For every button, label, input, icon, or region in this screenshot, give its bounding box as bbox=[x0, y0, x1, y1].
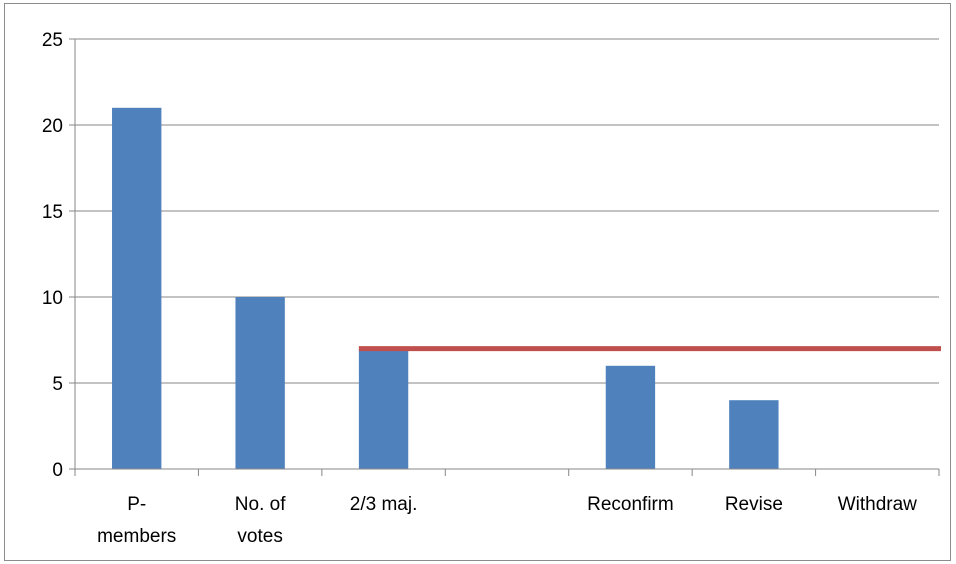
x-category-label: members bbox=[97, 526, 176, 547]
x-category-label: P- bbox=[127, 494, 146, 515]
y-tick-label: 20 bbox=[42, 116, 63, 137]
chart-frame bbox=[4, 3, 951, 561]
bar-1 bbox=[235, 297, 285, 469]
gridlines bbox=[75, 38, 939, 384]
x-category-label: No. of bbox=[235, 494, 286, 515]
y-tick-label: 10 bbox=[42, 288, 63, 309]
bar-2 bbox=[358, 348, 409, 469]
bars bbox=[112, 107, 779, 470]
bar-5 bbox=[729, 400, 779, 469]
x-category-label: 2/3 maj. bbox=[350, 494, 418, 515]
x-category-label: Reconfirm bbox=[587, 494, 674, 515]
bar-4 bbox=[605, 365, 656, 469]
x-category-label: Withdraw bbox=[838, 494, 917, 515]
y-tick-label: 25 bbox=[42, 30, 63, 51]
x-category-label: Revise bbox=[725, 494, 783, 515]
bar-0 bbox=[112, 107, 162, 470]
x-axis: P-members No. of votes 2/3 maj. Reconfirm Rev… bbox=[74, 468, 940, 547]
y-tick-label: 5 bbox=[52, 374, 63, 395]
y-tick-label: 0 bbox=[52, 460, 63, 481]
y-axis: 0 5 10 15 20 25 bbox=[42, 30, 76, 481]
y-tick-label: 15 bbox=[42, 202, 63, 223]
x-category-label: votes bbox=[237, 526, 282, 547]
